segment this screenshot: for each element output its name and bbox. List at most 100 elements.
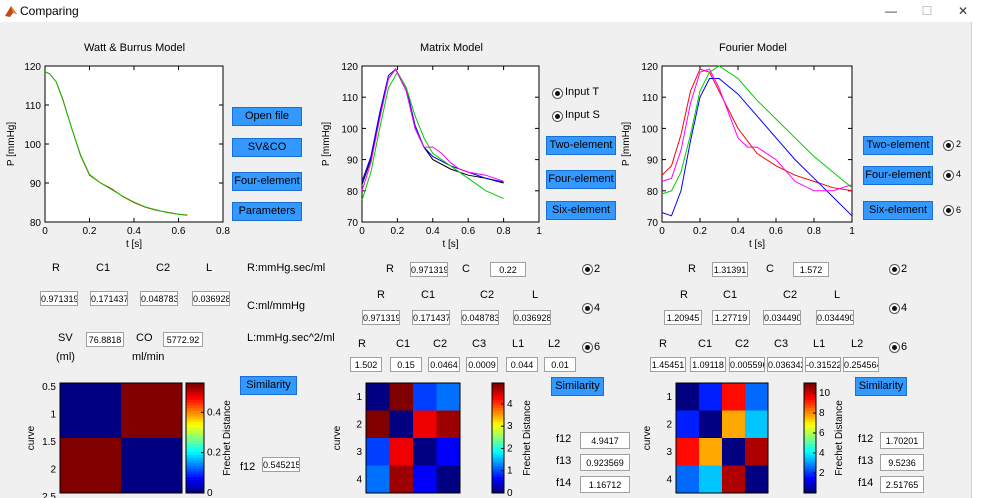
four-element-button[interactable]: Four-element [546, 170, 616, 189]
colorbar-segment [804, 405, 816, 409]
six-r-field[interactable]: 1.502 [350, 357, 382, 372]
colorbar-segment [186, 383, 204, 387]
six-c2-label: C2 [433, 338, 448, 350]
six-l1-field[interactable]: -0.31522 [805, 357, 841, 372]
y-axis-label: P [mmHg] [321, 122, 332, 166]
r-field[interactable]: 0.971319 [40, 291, 78, 306]
six-model-radio[interactable] [889, 342, 900, 353]
colorbar-frame [803, 382, 817, 494]
f12-field[interactable]: 4.9417 [580, 432, 630, 449]
heatmap-cell [722, 465, 746, 494]
four-c1-field[interactable]: 1.27719 [712, 310, 750, 325]
two-element-button[interactable]: Two-element [546, 136, 616, 155]
y-tick-label: 90 [30, 179, 42, 190]
two-model-radio[interactable] [582, 264, 593, 275]
four-l-field[interactable]: 0.036928 [513, 310, 551, 325]
parameters-button[interactable]: Parameters [232, 202, 302, 221]
four-model-radio[interactable] [582, 303, 593, 314]
close-button[interactable]: ✕ [957, 4, 969, 18]
six-c2-field[interactable]: 0.005596 [729, 357, 765, 372]
colorbar-segment [186, 487, 204, 491]
colorbar-segment [804, 484, 816, 488]
four-c2-field[interactable]: 0.048783 [461, 310, 499, 325]
co-label: CO [136, 332, 153, 344]
f13-field[interactable]: 0.923569 [580, 454, 630, 471]
colorbar-segment [492, 482, 504, 486]
colorbar-segment [186, 476, 204, 480]
f14-field[interactable]: 2.51765 [880, 476, 924, 493]
minimize-button[interactable]: — [885, 4, 897, 18]
six-element-button[interactable]: Six-element [863, 201, 933, 220]
six-c3-field[interactable]: 0.036342 [767, 357, 803, 372]
f14-field[interactable]: 1.16712 [580, 476, 630, 493]
similarity-button[interactable]: Similarity [240, 376, 297, 395]
series-line-3 [661, 78, 853, 217]
six-l1-field[interactable]: 0.044 [506, 357, 538, 372]
four-r-field[interactable]: 1.20945 [664, 310, 702, 325]
two-r-label: R [386, 263, 394, 275]
four-element-button[interactable]: Four-element [232, 172, 302, 191]
six-l2-field[interactable]: 0.01 [544, 357, 576, 372]
four-c2-field[interactable]: 0.034490 [763, 310, 801, 325]
six-r-label: R [358, 338, 366, 350]
colorbar-segment [804, 440, 816, 444]
heatmap-cell [366, 438, 390, 466]
six-model-radio[interactable] [582, 342, 593, 353]
chart-watt-burrus: 0 0.2 0.4 0.6 0.8 80 90 100 110 120 t [s] P [mmHg] [6, 62, 230, 250]
colorbar-segment [492, 432, 504, 436]
six-l2-field[interactable]: 0.254564 [843, 357, 879, 372]
similarity-button[interactable]: Similarity [855, 377, 907, 396]
heatmap-cell [676, 410, 700, 439]
four-element-button[interactable]: Four-element [863, 166, 933, 185]
six-c3-field[interactable]: 0.0009 [466, 357, 498, 372]
c1-field[interactable]: 0.171437 [90, 291, 128, 306]
four-r-field[interactable]: 0.971319 [362, 310, 400, 325]
six-c1-field[interactable]: 0.15 [390, 357, 422, 372]
similarity-button[interactable]: Similarity [551, 377, 604, 396]
heatmap-y-tick-label: 1 [356, 392, 362, 403]
two-model-radio[interactable] [889, 264, 900, 275]
two-element-button[interactable]: Two-element [863, 136, 933, 155]
colorbar-segment [186, 402, 204, 406]
heatmap-cell [366, 410, 390, 439]
sv-unit: (ml) [56, 351, 75, 363]
two-r-field[interactable]: 0.971319 [410, 262, 448, 277]
heatmap-cell [60, 383, 122, 439]
colorbar-segment [492, 399, 504, 403]
side-radio-4[interactable] [943, 170, 954, 181]
four-r-label: R [680, 289, 688, 301]
six-r-field[interactable]: 1.45451 [650, 357, 686, 372]
two-c-field[interactable]: 1.572 [793, 262, 829, 277]
open-file-button[interactable]: Open file [232, 107, 302, 126]
sv-field[interactable]: 76.8818 [86, 332, 124, 347]
side-radio-2[interactable] [943, 140, 954, 151]
colorbar-segment [804, 468, 816, 472]
c2-field[interactable]: 0.048783 [140, 291, 178, 306]
heatmap-y-axis-label: curve [642, 425, 653, 450]
four-l-field[interactable]: 0.034490 [816, 310, 854, 325]
colorbar-segment [186, 391, 204, 395]
two-c-field[interactable]: 0.22 [490, 262, 526, 277]
colorbar-segment [492, 460, 504, 464]
input-s-radio[interactable] [552, 111, 563, 122]
side-radio-6[interactable] [943, 205, 954, 216]
maximize-button[interactable]: ☐ [921, 4, 933, 18]
six-element-button[interactable]: Six-element [546, 201, 616, 220]
y-tick-label: 90 [647, 156, 659, 167]
side-radio-4-label: 4 [956, 169, 962, 179]
sv-co-button[interactable]: SV&CO [232, 138, 302, 157]
two-r-field[interactable]: 1.31391 [712, 262, 748, 277]
six-c1-field[interactable]: 1.09118 [690, 357, 726, 372]
f12-field[interactable]: 0.545215 [262, 457, 300, 472]
f13-field[interactable]: 9.5236 [880, 454, 924, 471]
f13-label: f13 [858, 455, 874, 467]
colorbar-segment [804, 421, 816, 425]
input-t-radio[interactable] [552, 88, 563, 99]
four-model-radio[interactable] [889, 303, 900, 314]
co-field[interactable]: 5772.92 [163, 332, 203, 347]
f12-field[interactable]: 1.70201 [880, 432, 924, 449]
six-c2-field[interactable]: 0.0464 [428, 357, 460, 372]
l-field[interactable]: 0.036928 [192, 291, 230, 306]
heatmap-y-tick-label: 1 [50, 410, 56, 421]
four-c1-field[interactable]: 0.171437 [412, 310, 450, 325]
